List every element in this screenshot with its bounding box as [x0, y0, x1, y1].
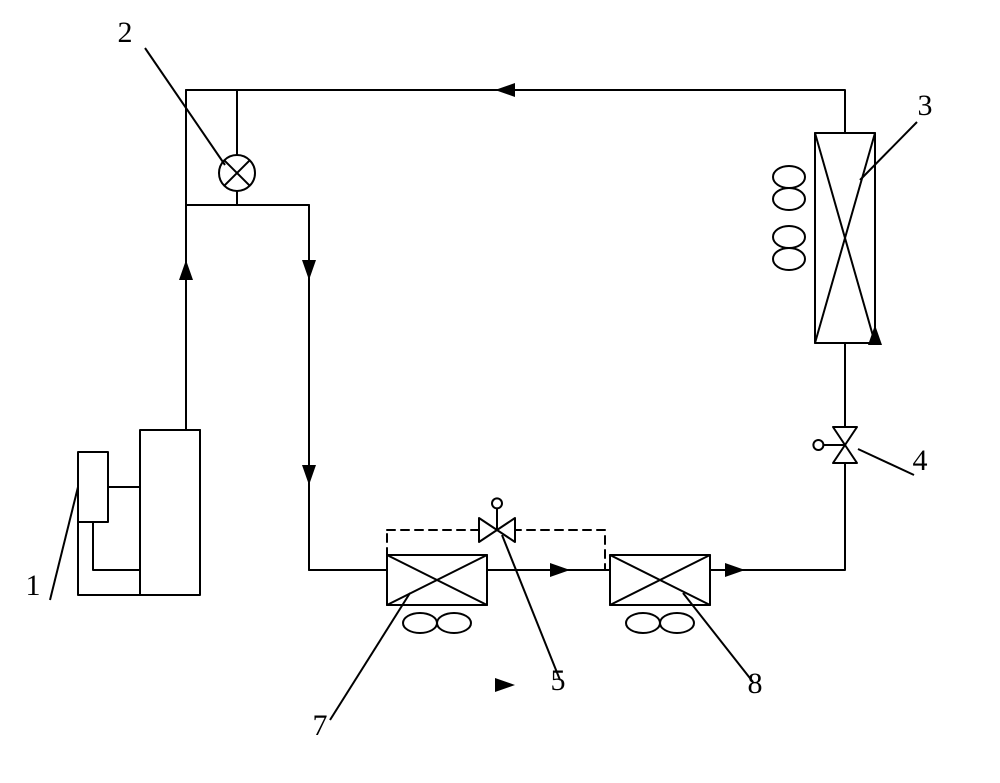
callout-label-5: 5 — [551, 664, 566, 697]
leader-line — [858, 449, 914, 475]
accumulator-block — [78, 452, 108, 522]
callout-label-1: 1 — [26, 569, 41, 602]
flow-arrow — [302, 465, 316, 485]
fan-icon — [626, 613, 660, 633]
callout-label-8: 8 — [748, 667, 763, 700]
flow-arrow — [179, 260, 193, 280]
fan-icon — [437, 613, 471, 633]
leader-line — [330, 593, 410, 720]
flow-arrow — [550, 563, 570, 577]
flow-arrow — [302, 260, 316, 280]
callout-label-2: 2 — [118, 16, 133, 49]
flow-arrow — [495, 678, 515, 692]
schematic-diagram: 1 2 3 4 5 7 8 — [0, 0, 1000, 783]
expansion-valve-4 — [833, 427, 857, 445]
flow-arrow — [495, 83, 515, 97]
fan-icon — [660, 613, 694, 633]
bypass-valve-5 — [479, 518, 497, 542]
leader-line — [50, 487, 78, 600]
fan-icon — [773, 166, 805, 188]
callout-label-3: 3 — [918, 89, 933, 122]
compressor — [140, 430, 200, 595]
pipe — [710, 463, 845, 570]
pipe — [186, 90, 845, 133]
fan-icon — [773, 248, 805, 270]
leader-line — [502, 535, 560, 680]
callout-label-4: 4 — [913, 444, 928, 477]
leader-line — [683, 593, 753, 682]
fan-icon — [403, 613, 437, 633]
flow-arrow — [725, 563, 745, 577]
pipe — [93, 522, 140, 570]
callout-label-7: 7 — [313, 709, 328, 742]
fan-icon — [773, 188, 805, 210]
fan-icon — [773, 226, 805, 248]
